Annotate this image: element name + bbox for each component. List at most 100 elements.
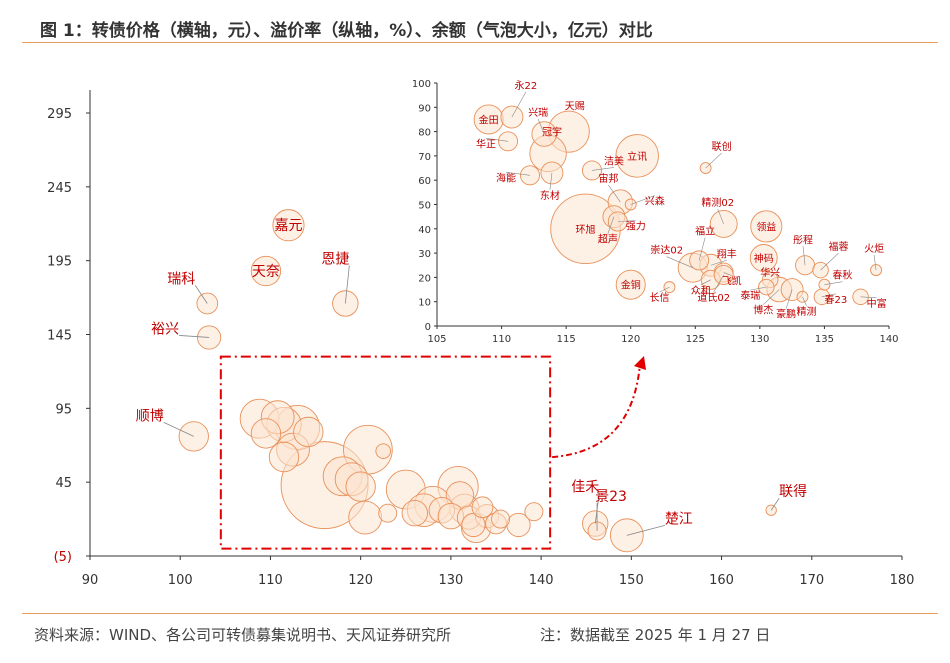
inset-x-tick-label: 125: [686, 334, 705, 345]
bubble: [749, 244, 778, 272]
inset-leader-line: [505, 172, 531, 176]
inset-leader-line: [717, 208, 724, 225]
bubble: [268, 441, 300, 473]
x-tick-label: 110: [258, 573, 283, 588]
inset-leader-line: [860, 296, 877, 299]
inset-bubble-label: 联创: [712, 140, 732, 153]
y-tick-label: 295: [47, 107, 72, 122]
bubble-label: 顺博: [136, 407, 164, 424]
bubble-label: 天奈: [252, 264, 280, 280]
inset-bubble-label: 领益: [756, 220, 776, 233]
inset-bubble-label: 宙邦: [598, 172, 618, 185]
inset-y-tick-label: 100: [412, 79, 431, 90]
inset-bubble-label: 福蓉: [829, 240, 849, 253]
zoom-box: [219, 355, 552, 550]
bubble: [461, 512, 486, 538]
inset-bubble-label: 天赐: [565, 101, 585, 113]
top-rule: [22, 42, 938, 43]
inset-bubble-label: 冠宇: [542, 125, 562, 138]
inset-bubble-label: 豪鹏: [776, 308, 796, 321]
inset-y-tick-label: 10: [418, 298, 431, 309]
x-tick-label: 160: [709, 573, 734, 588]
figure-title: 图 1：转债价格（横轴，元）、溢价率（纵轴，%）、余额（气泡大小，亿元）对比: [40, 21, 653, 41]
bubble-label: 嘉元: [274, 218, 302, 234]
y-tick-label: 45: [55, 476, 72, 491]
zoom-arrow: [552, 363, 641, 459]
inset-bubble-label: 彤程: [793, 234, 813, 246]
x-tick-label: 140: [529, 573, 554, 588]
inset-bubble-label: 环旭: [576, 224, 596, 236]
x-tick-label: 130: [438, 573, 463, 588]
bubble: [378, 503, 398, 523]
inset-bubble-label: 强力: [626, 220, 646, 233]
bubble: [401, 499, 428, 527]
bubble: [524, 502, 544, 522]
bubble: [750, 210, 783, 243]
bubble: [250, 255, 282, 287]
inset-leader-line: [705, 152, 722, 169]
bubble: [348, 500, 383, 535]
bubble: [345, 471, 376, 502]
inset-bubble-label: 海能: [496, 171, 516, 184]
inset-leader-line: [785, 289, 793, 309]
y-tick-label: 195: [47, 255, 72, 270]
x-tick-label: 150: [619, 573, 644, 588]
inset-leader-line: [607, 216, 615, 234]
leader-line: [194, 285, 208, 304]
zoom-arrowhead: [634, 356, 646, 370]
date-note: 注：数据截至 2025 年 1 月 27 日: [540, 626, 771, 644]
inset-bubble-label: 兴瑞: [528, 107, 548, 119]
inset-x-tick-label: 130: [750, 334, 769, 345]
leader-line: [179, 335, 210, 338]
inset-y-tick-label: 70: [418, 152, 431, 163]
bubble: [471, 496, 494, 519]
inset-leader-line: [630, 195, 655, 205]
inset-bubble-label: 华兴: [760, 266, 780, 279]
y-tick-label: (5): [54, 550, 72, 565]
leader-line: [770, 498, 780, 511]
inset-bubble-label: 立讯: [627, 150, 647, 163]
inset-bubbles: [473, 104, 883, 306]
bubble: [196, 292, 219, 315]
inset-leader-line: [698, 237, 706, 261]
bubble-label: 裕兴: [151, 321, 179, 337]
inset-x-tick-label: 120: [621, 334, 640, 345]
inset-bubble-label: 兴森: [645, 195, 665, 208]
inset-x-tick-label: 110: [492, 334, 511, 345]
bubble-label: 恩捷: [321, 251, 349, 267]
x-tick-label: 170: [799, 573, 824, 588]
bubble: [197, 325, 222, 350]
main-bubbles: [178, 209, 777, 553]
x-tick-label: 120: [348, 573, 373, 588]
inset-x-tick-label: 135: [815, 334, 834, 345]
y-tick-label: 245: [47, 181, 72, 196]
inset-bubble-label: 翔丰: [717, 247, 737, 260]
inset-bubble-label: 中富: [867, 297, 887, 310]
bubble-label: 瑞科: [167, 271, 195, 287]
x-tick-label: 100: [168, 573, 193, 588]
leader-line: [626, 524, 665, 536]
inset-bubble-label: 长信: [649, 292, 669, 304]
bubble: [500, 105, 524, 129]
inset-axes: 105 110 115 120 125 130 135 140 0 10 20 30 40 50 60 70 8…: [412, 79, 899, 345]
inset-y-tick-label: 40: [418, 225, 431, 236]
inset-leader-line: [723, 272, 732, 276]
inset-bubble-label: 华正: [476, 137, 496, 150]
inset-leader-line: [700, 279, 711, 286]
inset-bubble-label: 博杰: [753, 304, 773, 317]
inset-bubble-label: 精测02: [701, 196, 734, 209]
inset-leader-line: [608, 184, 621, 203]
inset-bubble-label: 东材: [540, 189, 560, 202]
bubble: [689, 250, 710, 271]
inset-bubble-label: 永22: [515, 79, 538, 92]
inset-leader-line: [820, 252, 839, 271]
inset-bubble-label: 泰瑞: [740, 289, 760, 302]
leader-line: [163, 422, 194, 437]
bubble-label: 联得: [779, 483, 807, 500]
inset-bubble-label: 洁美: [604, 154, 624, 167]
inset-leader-line: [750, 286, 767, 291]
inset-leader-line: [802, 246, 806, 266]
inset-leader-line: [824, 281, 843, 285]
inset-y-tick-label: 20: [418, 273, 431, 284]
inset-x-tick-label: 140: [879, 334, 898, 345]
